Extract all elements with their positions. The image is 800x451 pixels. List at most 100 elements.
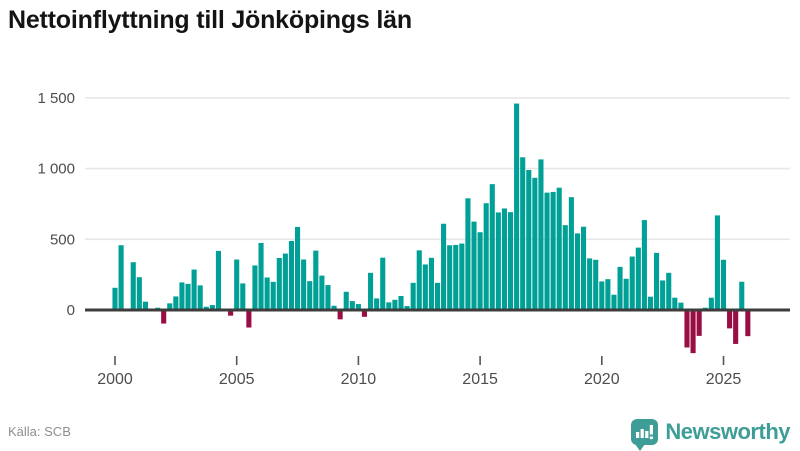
bar xyxy=(380,257,386,310)
x-axis-tick-label: 2005 xyxy=(219,371,255,388)
bar xyxy=(142,301,148,310)
bar xyxy=(514,103,520,310)
bar xyxy=(368,272,374,310)
bar xyxy=(161,310,167,324)
bar xyxy=(733,310,739,344)
bar xyxy=(447,245,453,310)
bar xyxy=(471,221,477,310)
bar xyxy=(550,191,556,310)
bar xyxy=(739,281,745,310)
bar xyxy=(410,282,416,310)
bar xyxy=(209,305,215,310)
x-axis-tick-label: 2020 xyxy=(584,371,620,388)
bar xyxy=(343,291,349,310)
source-label: Källa: SCB xyxy=(8,424,71,439)
bar xyxy=(684,310,690,348)
bar xyxy=(568,197,574,310)
newsworthy-brand: Newsworthy xyxy=(631,417,790,451)
bar xyxy=(544,192,550,310)
x-axis-tick-label: 2010 xyxy=(341,371,377,388)
bar xyxy=(428,257,434,310)
bar xyxy=(623,278,629,310)
bar xyxy=(374,298,380,310)
bar xyxy=(295,226,301,310)
bar xyxy=(191,269,197,310)
bar xyxy=(422,264,428,310)
bar xyxy=(288,240,295,310)
bar xyxy=(228,310,234,316)
logo-pin-tail xyxy=(635,444,646,451)
x-axis-tick-label: 2025 xyxy=(706,371,742,388)
net-migration-bar-chart: 1 500 1 000 500 0 2000 2005 2010 2015 2020 2025 xyxy=(37,90,790,388)
bar xyxy=(398,296,404,310)
bar xyxy=(708,297,714,310)
bar xyxy=(276,257,282,310)
bar xyxy=(179,282,185,310)
bar xyxy=(647,296,654,310)
bar xyxy=(130,262,136,310)
y-axis-tick-label: 1 000 xyxy=(37,161,75,178)
brand-wordmark: Newsworthy xyxy=(665,419,790,444)
bar xyxy=(520,157,526,310)
bar xyxy=(635,247,641,310)
bar xyxy=(720,259,727,310)
bar xyxy=(282,253,288,310)
bar xyxy=(580,226,587,310)
bar xyxy=(617,266,623,310)
bar xyxy=(666,272,672,310)
bar xyxy=(690,310,696,354)
bar xyxy=(416,250,422,310)
bar xyxy=(270,281,276,310)
bar xyxy=(587,258,593,310)
bar xyxy=(355,304,361,310)
bar xyxy=(507,212,514,310)
bar xyxy=(660,280,666,310)
bar xyxy=(392,299,398,310)
chart-title: Nettoinflyttning till Jönköpings län xyxy=(8,6,412,34)
bar xyxy=(453,244,459,310)
bar xyxy=(112,287,118,310)
bar xyxy=(574,233,581,310)
bar xyxy=(404,306,410,310)
bar xyxy=(654,252,660,310)
bar xyxy=(678,302,684,310)
bar xyxy=(215,250,221,310)
bar xyxy=(325,285,331,310)
bar xyxy=(307,281,313,310)
bar xyxy=(173,296,179,310)
bar xyxy=(495,212,501,310)
bar xyxy=(234,259,240,310)
bar xyxy=(465,198,471,310)
bar xyxy=(167,303,173,310)
bar xyxy=(441,223,447,310)
bar xyxy=(526,170,532,310)
y-axis-tick-label: 500 xyxy=(50,231,75,248)
bar xyxy=(696,310,702,336)
bar xyxy=(483,203,489,310)
bar xyxy=(538,159,544,310)
bar xyxy=(252,265,258,310)
bar xyxy=(501,208,507,310)
bar xyxy=(301,259,307,310)
bar xyxy=(319,275,325,310)
bar xyxy=(593,259,599,310)
y-axis-tick-label: 0 xyxy=(67,302,75,319)
bar xyxy=(745,310,751,337)
x-axis-tick-label: 2015 xyxy=(462,371,498,388)
bar xyxy=(562,225,568,310)
bar xyxy=(136,277,142,310)
bar xyxy=(629,256,635,310)
bar xyxy=(240,283,246,310)
y-axis-tick-label: 1 500 xyxy=(37,90,75,107)
bar xyxy=(611,294,617,310)
bar xyxy=(477,232,483,310)
bar xyxy=(556,187,562,310)
bar xyxy=(489,184,495,310)
bar xyxy=(605,279,611,310)
bar xyxy=(641,220,647,310)
bar xyxy=(185,283,191,310)
bar xyxy=(203,306,209,310)
bar xyxy=(331,305,337,310)
bar xyxy=(258,242,264,310)
newsworthy-logo-icon xyxy=(631,419,659,451)
